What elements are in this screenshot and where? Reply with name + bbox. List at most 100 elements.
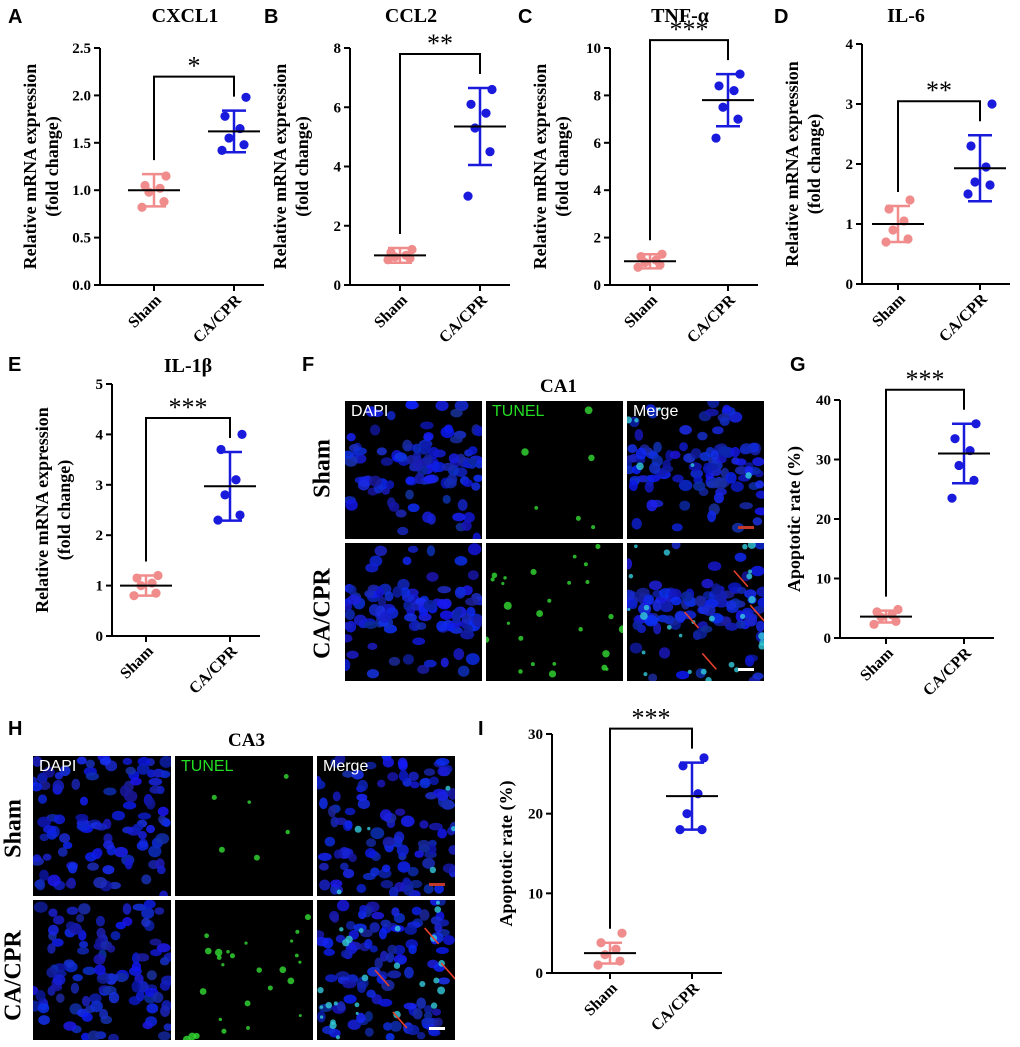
- scale-bar: [738, 526, 754, 529]
- nucleus: [67, 862, 78, 874]
- nucleus: [461, 613, 472, 624]
- y-axis-label-unit: (fold change): [42, 116, 63, 217]
- nucleus: [423, 474, 437, 484]
- nucleus: [670, 596, 682, 606]
- tunel-signal: [605, 667, 609, 671]
- significance-label: ***: [670, 15, 709, 44]
- micrograph-image: [211, 773, 290, 861]
- nucleus: [146, 1003, 159, 1014]
- nucleus: [340, 949, 351, 959]
- y-axis-label: Relative mRNA expression: [782, 61, 802, 267]
- nucleus: [33, 854, 42, 863]
- y-tick-label: 1: [96, 579, 104, 595]
- data-point-cacpr: [733, 114, 743, 124]
- significance-bracket: [399, 52, 481, 234]
- nucleus: [345, 602, 353, 611]
- nucleus: [37, 1003, 50, 1014]
- tunel-signal: [354, 1002, 360, 1008]
- y-tick-label: 5: [96, 377, 104, 393]
- nucleus: [426, 545, 436, 557]
- nucleus: [644, 481, 654, 493]
- stain-label-dapi: DAPI: [39, 758, 77, 775]
- nucleus: [81, 1032, 90, 1040]
- y-tick-label: 4: [96, 427, 104, 443]
- tunel-signal: [663, 549, 670, 556]
- nucleus: [752, 457, 764, 467]
- nucleus: [152, 992, 164, 1003]
- nucleus: [632, 620, 643, 631]
- nucleus: [735, 458, 747, 466]
- data-point-sham: [140, 180, 150, 191]
- nucleus: [756, 586, 764, 598]
- nucleus: [401, 594, 415, 602]
- tunel-signal: [216, 955, 222, 960]
- tunel-signal: [690, 463, 695, 467]
- nucleus: [124, 857, 133, 870]
- nucleus: [725, 472, 737, 484]
- nucleus: [715, 488, 727, 496]
- nucleus: [679, 442, 688, 452]
- nucleus: [370, 867, 380, 877]
- data-point-cacpr: [954, 460, 964, 471]
- nucleus: [710, 449, 719, 461]
- nucleus: [132, 823, 144, 832]
- nucleus: [437, 977, 450, 985]
- tunel-signal: [627, 607, 631, 612]
- tunel-signal: [608, 613, 614, 620]
- nucleus: [159, 957, 170, 966]
- tunel-signal: [583, 562, 588, 567]
- nucleus: [448, 453, 460, 464]
- nucleus: [96, 927, 106, 939]
- nucleus: [52, 974, 66, 986]
- significance-label: **: [427, 29, 453, 58]
- nucleus: [342, 979, 357, 989]
- tunel-signal: [578, 627, 583, 632]
- panel-letter-h: H: [8, 718, 23, 740]
- nucleus: [59, 833, 71, 843]
- tunel-signal: [290, 939, 294, 943]
- nucleus: [436, 791, 449, 802]
- tunel-signal: [503, 576, 507, 580]
- significance-bracket: [885, 388, 965, 597]
- nucleus: [465, 653, 480, 665]
- panel-letter-g: G: [790, 354, 806, 376]
- tunel-signal: [221, 963, 225, 967]
- x-tick-label: Sham: [581, 979, 621, 1019]
- nucleus: [690, 448, 702, 459]
- nucleus: [380, 457, 393, 466]
- stain-label-dapi: DAPI: [351, 403, 389, 420]
- tunel-signal: [742, 543, 748, 550]
- nucleus: [423, 884, 434, 894]
- nucleus: [397, 526, 409, 536]
- nucleus: [462, 479, 473, 487]
- nucleus: [59, 765, 71, 777]
- nucleus: [423, 454, 433, 466]
- nucleus: [389, 1020, 402, 1032]
- y-tick-label: 4: [334, 160, 342, 176]
- nucleus: [369, 424, 381, 436]
- nucleus: [659, 601, 674, 613]
- y-tick-label: 2: [96, 528, 104, 544]
- nucleus: [376, 974, 386, 984]
- y-tick-label: 1.5: [72, 136, 91, 152]
- nucleus: [435, 757, 450, 766]
- nucleus: [416, 997, 427, 1009]
- nucleus: [417, 839, 430, 848]
- data-point-cacpr: [970, 177, 980, 187]
- micrograph-title-ca1: CA1: [540, 376, 577, 397]
- nucleus: [435, 946, 449, 955]
- nucleus: [38, 794, 48, 804]
- nucleus: [431, 1008, 442, 1016]
- nucleus: [467, 457, 478, 465]
- micrograph-ca3-sham-tunel: TUNEL: [175, 756, 313, 896]
- nucleus: [319, 797, 328, 810]
- y-tick-label: 0.0: [72, 278, 91, 294]
- nucleus: [122, 903, 132, 915]
- nucleus: [111, 810, 126, 821]
- stain-label-tunel: TUNEL: [181, 758, 234, 775]
- chart-title: CCL2: [385, 5, 437, 27]
- x-tick-label: CA/CPR: [190, 291, 245, 346]
- data-point-sham: [600, 950, 610, 960]
- nucleus: [367, 966, 381, 977]
- nucleus: [446, 473, 458, 486]
